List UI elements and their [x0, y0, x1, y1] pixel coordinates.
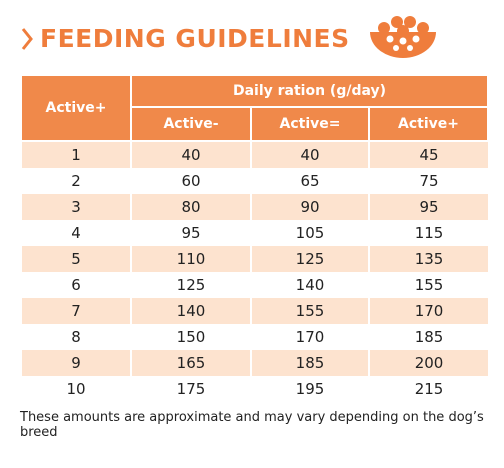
table-cell: 200	[367, 350, 489, 376]
table-row: 8 150 170 185	[20, 324, 489, 350]
table-cell: 75	[367, 168, 489, 194]
table-cell: 170	[367, 298, 489, 324]
table-cell: 6	[20, 272, 131, 298]
table-cell: 60	[130, 168, 251, 194]
table-cell: 40	[250, 141, 369, 168]
table-cell: 110	[130, 246, 251, 272]
table-row: 10 175 195 215	[20, 376, 489, 402]
table-cell: 185	[250, 350, 369, 376]
bowl-icon	[370, 16, 436, 58]
table-cell: 7	[20, 298, 131, 324]
title-text: FEEDING GUIDELINES	[40, 24, 350, 53]
table-cell: 4	[20, 220, 131, 246]
table-cell: 3	[20, 194, 131, 220]
table-cell: 125	[250, 246, 369, 272]
table-cell: 165	[130, 350, 251, 376]
table-row: 6 125 140 155	[20, 272, 489, 298]
row-header: Active+	[20, 74, 132, 142]
column-header: Active+	[367, 106, 490, 142]
table-cell: 140	[130, 298, 251, 324]
table-cell: 9	[20, 350, 131, 376]
table-row: 9 165 185 200	[20, 350, 489, 376]
table-cell: 215	[367, 376, 489, 402]
column-header: Active=	[250, 106, 370, 142]
table-cell: 135	[367, 246, 489, 272]
table-cell: 195	[250, 376, 369, 402]
table-cell: 150	[130, 324, 251, 350]
table-cell: 185	[367, 324, 489, 350]
table-row: 3 80 90 95	[20, 194, 489, 220]
table-cell: 65	[250, 168, 369, 194]
table-cell: 2	[20, 168, 131, 194]
title: FEEDING GUIDELINES	[20, 24, 350, 53]
table-cell: 90	[250, 194, 369, 220]
table-cell: 80	[130, 194, 251, 220]
table-cell: 95	[367, 194, 489, 220]
table-row: 1 40 40 45	[20, 141, 489, 168]
table-cell: 5	[20, 246, 131, 272]
group-header: Daily ration (g/day)	[129, 74, 490, 108]
table-cell: 155	[250, 298, 369, 324]
column-header: Active-	[130, 106, 252, 142]
table-cell: 140	[250, 272, 369, 298]
table-cell: 1	[20, 141, 131, 168]
table-cell: 175	[130, 376, 251, 402]
table-cell: 10	[20, 376, 131, 402]
feeding-table: Active+ Daily ration (g/day) Active- Acti…	[20, 74, 490, 402]
table-row: 5 110 125 135	[20, 246, 489, 272]
table-cell: 115	[367, 220, 489, 246]
table-row: 4 95 105 115	[20, 220, 489, 246]
table-cell: 125	[130, 272, 251, 298]
table-row: 7 140 155 170	[20, 298, 489, 324]
table-cell: 45	[367, 141, 489, 168]
table-cell: 95	[130, 220, 251, 246]
footnote: These amounts are approximate and may va…	[20, 410, 484, 440]
table-cell: 8	[20, 324, 131, 350]
chevron-icon	[21, 27, 33, 50]
table-cell: 105	[250, 220, 369, 246]
table-cell: 155	[367, 272, 489, 298]
table-row: 2 60 65 75	[20, 168, 489, 194]
table-cell: 170	[250, 324, 369, 350]
table-cell: 40	[130, 141, 251, 168]
